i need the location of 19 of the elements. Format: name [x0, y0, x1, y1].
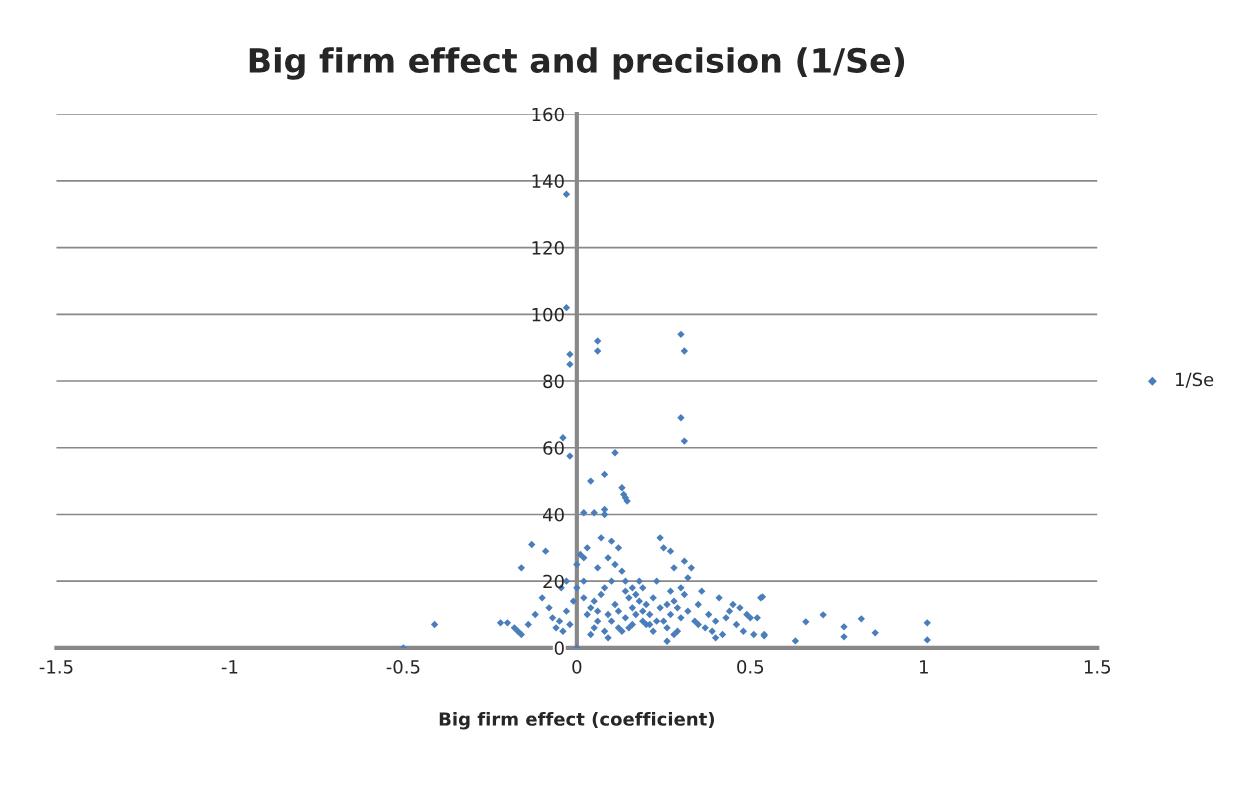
y-tick-label: 20: [543, 574, 564, 589]
x-tick-label: 1.5: [1084, 660, 1111, 674]
x-tick-label: 1: [920, 660, 928, 674]
y-tick-label: 160: [532, 107, 564, 122]
x-tick-label: 0: [572, 660, 582, 674]
x-tick-label: -1: [221, 660, 238, 674]
x-tick-label: 0.5: [737, 660, 764, 674]
x-tick-label: -1.5: [39, 660, 73, 674]
y-tick-label: 140: [532, 174, 564, 189]
x-tick-label: -0.5: [386, 660, 420, 674]
y-tick-label: 80: [543, 374, 564, 389]
y-tick-label: 100: [532, 307, 564, 322]
legend-label: 1/Se: [1176, 372, 1214, 388]
y-tick-label: 40: [542, 507, 564, 522]
chart-title: Big firm effect and precision (1/Se): [249, 47, 905, 80]
y-tick-label: 60: [543, 441, 564, 455]
y-tick-label: 120: [532, 241, 564, 255]
x-axis-title: Big firm effect (coefficient): [439, 711, 714, 730]
y-tick-label: 0: [554, 641, 564, 655]
